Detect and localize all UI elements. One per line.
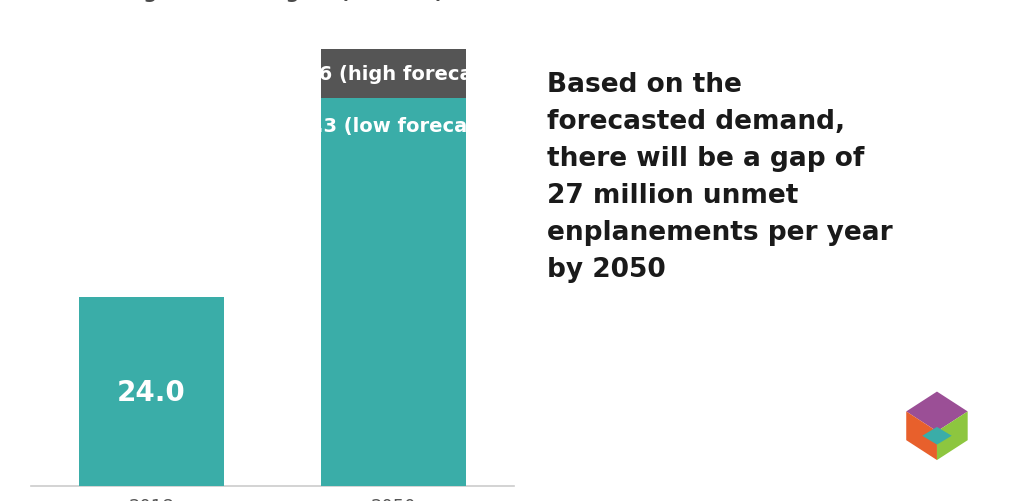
Bar bbox=[321, 50, 466, 99]
Polygon shape bbox=[923, 427, 951, 445]
Text: 24.0: 24.0 bbox=[117, 378, 186, 406]
Text: 55.6 (high forecast): 55.6 (high forecast) bbox=[284, 65, 503, 84]
Polygon shape bbox=[906, 392, 968, 431]
Text: Passenger enplanements in the
central Puget Sound region (millions): Passenger enplanements in the central Pu… bbox=[31, 0, 443, 3]
Text: 49.3 (low forecast): 49.3 (low forecast) bbox=[289, 117, 498, 136]
Polygon shape bbox=[906, 412, 937, 460]
Polygon shape bbox=[937, 412, 968, 460]
Text: Based on the
forecasted demand,
there will be a gap of
27 million unmet
enplanem: Based on the forecasted demand, there wi… bbox=[547, 72, 892, 282]
Bar bbox=[79, 298, 224, 486]
Bar bbox=[321, 99, 466, 486]
